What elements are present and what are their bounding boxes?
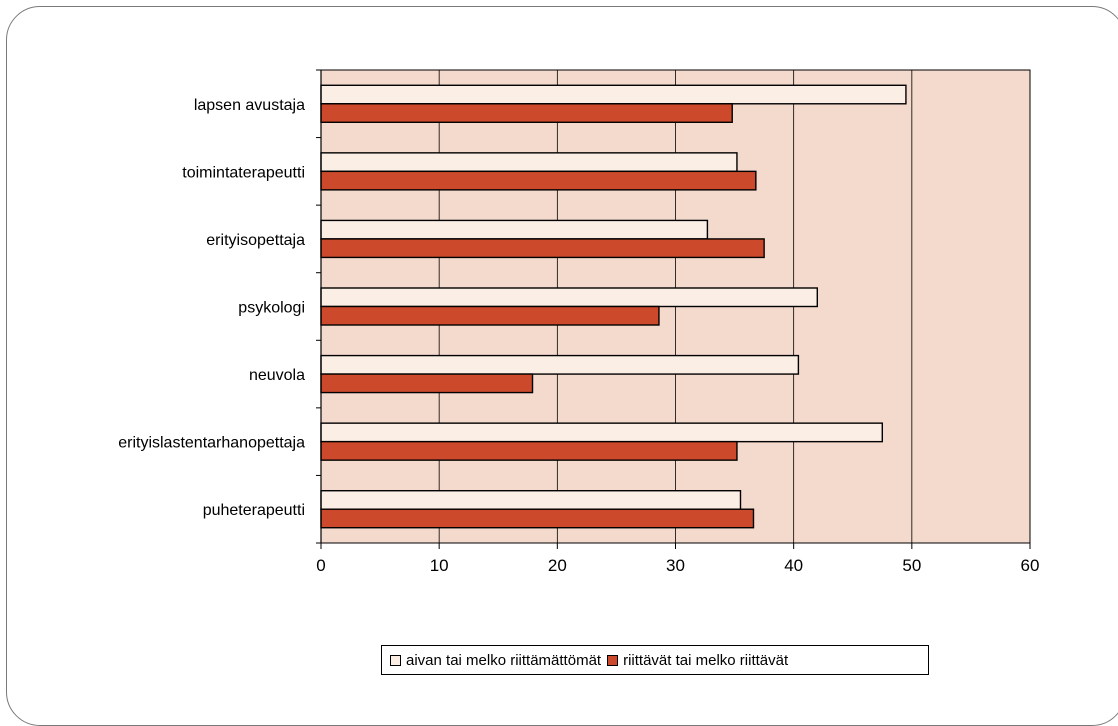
legend: aivan tai melko riittämättömät riittävät… bbox=[381, 645, 929, 675]
y-tick-label: puheterapeutti bbox=[203, 502, 305, 519]
legend-swatch-2 bbox=[607, 654, 619, 666]
bar-1 bbox=[320, 84, 907, 105]
axis-labels: 0 10 20 30 40 50 60 lapsen avustaja toimintatera… bbox=[118, 97, 1039, 575]
bar-2 bbox=[320, 508, 755, 529]
legend-label-1: aivan tai melko riittämättömät bbox=[406, 651, 602, 669]
y-tick-label: erityisopettaja bbox=[206, 232, 305, 249]
bar-2 bbox=[320, 238, 765, 259]
axes bbox=[316, 69, 1031, 549]
bar-1 bbox=[320, 152, 738, 173]
bar-1 bbox=[320, 490, 742, 510]
x-tick-label: 0 bbox=[316, 556, 325, 575]
legend-item-1: aivan tai melko riittämättömät bbox=[390, 652, 601, 669]
legend-swatch-1 bbox=[390, 654, 401, 666]
x-tick-label: 40 bbox=[784, 556, 803, 575]
bar-2 bbox=[320, 170, 757, 191]
bar-1 bbox=[320, 287, 818, 308]
bar-2 bbox=[320, 305, 660, 326]
y-tick-label: psykologi bbox=[238, 300, 305, 317]
x-tick-label: 10 bbox=[430, 556, 449, 575]
bar-2 bbox=[320, 103, 733, 123]
bar-2 bbox=[320, 373, 534, 394]
bars bbox=[320, 84, 907, 529]
bar-chart: 0 10 20 30 40 50 60 lapsen avustaja toimintatera… bbox=[118, 69, 1039, 575]
y-tick-label: erityislastentarhanopettaja bbox=[118, 435, 305, 452]
y-tick-label: lapsen avustaja bbox=[194, 97, 305, 114]
legend-item-2: riittävät tai melko riittävät bbox=[607, 652, 788, 669]
x-tick-label: 50 bbox=[902, 556, 921, 575]
legend-label-2: riittävät tai melko riittävät bbox=[623, 651, 789, 669]
bar-1 bbox=[320, 219, 709, 240]
x-tick-label: 60 bbox=[1021, 556, 1040, 575]
bar-2 bbox=[320, 440, 738, 461]
y-tick-label: toimintaterapeutti bbox=[182, 164, 305, 181]
y-tick-label: neuvola bbox=[249, 367, 305, 384]
bar-1 bbox=[320, 354, 800, 375]
x-tick-label: 30 bbox=[666, 556, 685, 575]
bar-1 bbox=[320, 422, 883, 443]
x-tick-label: 20 bbox=[548, 556, 567, 575]
